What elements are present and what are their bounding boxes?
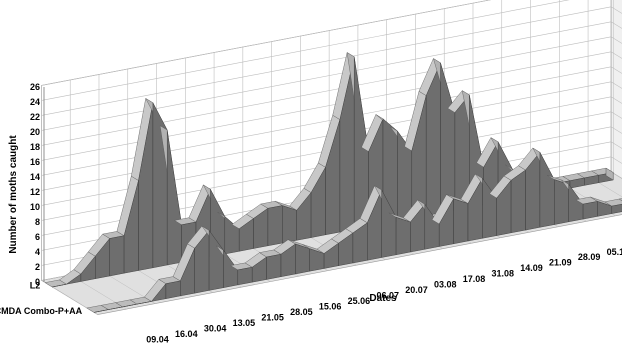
y-tick-label: 10 bbox=[30, 202, 40, 212]
gridline-y-side bbox=[610, 141, 622, 149]
ribbon-segment-top bbox=[604, 198, 622, 207]
ribbon-segment-face bbox=[582, 201, 598, 220]
x-tick-label: 20.07 bbox=[405, 285, 428, 295]
gridline-y-back bbox=[41, 0, 570, 101]
ribbon-segment-face bbox=[237, 266, 253, 286]
y-tick-label: 8 bbox=[35, 217, 40, 227]
gridline-y-back bbox=[41, 21, 612, 131]
x-tick-label: 25.06 bbox=[348, 296, 371, 306]
x-tick-label: 09.04 bbox=[146, 335, 169, 345]
y-tick-label: 26 bbox=[30, 82, 40, 92]
y-tick-label: 4 bbox=[35, 247, 40, 257]
x-tick-label: 06.07 bbox=[376, 291, 399, 301]
gridline-y-side bbox=[610, 96, 622, 104]
gridline-y-back bbox=[41, 6, 612, 116]
x-tick-label: 31.08 bbox=[492, 269, 515, 279]
ribbon-segment-face bbox=[165, 280, 181, 299]
y-tick-label: 2 bbox=[35, 262, 40, 272]
gridline-y-side bbox=[610, 126, 622, 134]
y-tick-label: 16 bbox=[30, 157, 40, 167]
ribbon-segment-face bbox=[611, 203, 622, 214]
gridline-y-side bbox=[610, 156, 622, 164]
x-tick-label: 21.09 bbox=[549, 258, 572, 268]
ribbon-segment-face bbox=[453, 198, 469, 245]
y-tick-label: 14 bbox=[30, 172, 40, 182]
x-tick-label: 05.10 bbox=[607, 247, 622, 257]
ribbon-series bbox=[86, 147, 622, 313]
ribbon-segment-face bbox=[152, 102, 168, 269]
ribbon-segment-face bbox=[109, 235, 125, 277]
ribbon-segment-face bbox=[510, 169, 526, 234]
ribbon-segment-face bbox=[395, 217, 411, 256]
x-tick-label: 17.08 bbox=[463, 274, 486, 284]
y-tick-label: 18 bbox=[30, 142, 40, 152]
ribbon-segment-face bbox=[267, 205, 283, 247]
x-tick-label: 15.06 bbox=[319, 302, 342, 312]
y-tick-label: 24 bbox=[30, 97, 40, 107]
x-tick-label: 28.09 bbox=[578, 252, 601, 262]
x-tick-label: 14.09 bbox=[520, 263, 543, 273]
gridline-y-side bbox=[610, 36, 622, 44]
ribbon-segment-face bbox=[266, 253, 282, 280]
y-axis-title: Number of moths caught bbox=[8, 135, 19, 254]
gridline-y-side bbox=[610, 6, 622, 14]
gridline-y-back bbox=[41, 51, 612, 161]
ribbon-segment-face bbox=[282, 205, 297, 244]
x-tick-label: 03.08 bbox=[434, 280, 457, 290]
x-tick-label: 30.04 bbox=[204, 324, 227, 334]
gridline-y-side bbox=[610, 81, 622, 89]
y-tick-label: 12 bbox=[30, 187, 40, 197]
series-label: CMDA Combo-P+AA bbox=[0, 306, 83, 316]
gridline-y-side bbox=[610, 171, 622, 179]
gridline-y-side bbox=[610, 21, 622, 29]
y-tick-label: 22 bbox=[30, 112, 40, 122]
gridline-y-side bbox=[610, 51, 622, 59]
gridline-y-side bbox=[610, 111, 622, 119]
ribbon-end-cap bbox=[605, 167, 614, 181]
gridline-y-side bbox=[610, 66, 622, 74]
y-tick-label: 0 bbox=[35, 277, 40, 287]
x-axis-title: Dates bbox=[369, 293, 397, 304]
ribbon-segment-top bbox=[618, 198, 622, 202]
series-label: L2 bbox=[30, 281, 41, 291]
y-tick-label: 20 bbox=[30, 127, 40, 137]
x-tick-label: 16.04 bbox=[175, 329, 198, 339]
x-tick-label: 13.05 bbox=[233, 318, 256, 328]
ribbon-segment-face bbox=[295, 243, 310, 275]
x-tick-label: 21.05 bbox=[261, 313, 284, 323]
gridline-y-back bbox=[41, 0, 492, 86]
x-tick-label: 28.05 bbox=[290, 307, 313, 317]
gridline-y-back bbox=[41, 36, 612, 146]
y-tick-label: 6 bbox=[35, 232, 40, 242]
